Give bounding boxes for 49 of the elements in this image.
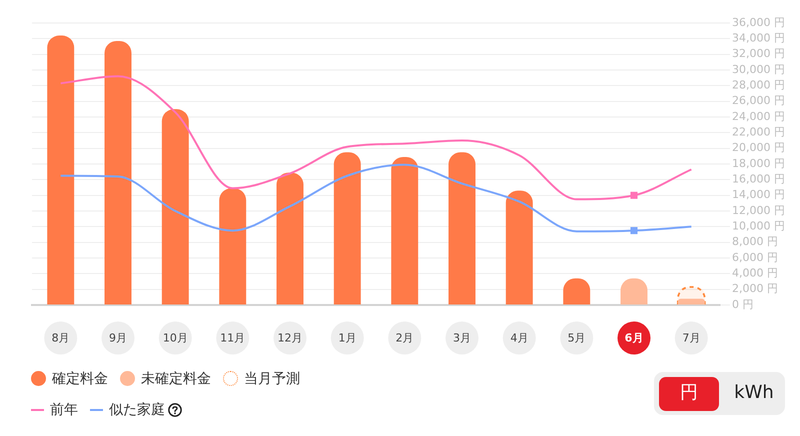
bar [162, 109, 189, 304]
x-tick-label: 8月 [52, 331, 70, 344]
y-tick-label: 32,000 円 [732, 47, 785, 60]
text: 円 [680, 382, 698, 403]
y-tick-label: 34,000 円 [732, 32, 785, 45]
y-tick-label: 14,000 円 [732, 188, 785, 202]
text: kWh [734, 382, 774, 403]
y-tick-label: 6,000 円 [732, 250, 778, 264]
x-tick-label: 11月 [220, 331, 246, 344]
legend-label: 前年 [50, 400, 78, 418]
bar [678, 298, 705, 304]
y-tick-label: 16,000 円 [732, 172, 785, 186]
x-tick-label: 3月 [453, 331, 471, 344]
legend-label: 当月予測 [244, 370, 300, 388]
legend-label: 似た家庭 [109, 400, 165, 418]
y-tick-label: 28,000 円 [732, 78, 785, 92]
x-tick-label: 6月 [624, 331, 644, 344]
x-tick-label: 9月 [109, 331, 127, 344]
y-tick-label: 24,000 円 [732, 110, 785, 123]
line-series [60, 75, 692, 200]
bar [219, 188, 246, 304]
y-tick-label: 8,000 円 [732, 235, 778, 248]
x-tick-label: 12月 [278, 331, 302, 344]
x-tick-label: 1月 [338, 331, 356, 344]
x-tick-label: 5月 [568, 331, 586, 344]
y-tick-label: 4,000 円 [732, 266, 778, 280]
y-tick-label: 10,000 円 [732, 220, 785, 233]
y-tick-label: 22,000 円 [732, 126, 785, 139]
y-tick-label: 26,000 円 [732, 94, 785, 108]
x-tick-label: 2月 [396, 331, 414, 344]
y-tick-label: 12,000 円 [732, 204, 785, 217]
bar [276, 172, 304, 304]
x-tick-label: 4月 [510, 331, 528, 344]
y-tick-label: 0 円 [732, 298, 754, 311]
y-tick-label: 18,000 円 [732, 156, 785, 170]
y-tick-label: 2,000 円 [732, 282, 778, 296]
bar [506, 190, 533, 304]
bar [448, 152, 476, 304]
legend-label: 未確定料金 [141, 370, 211, 388]
x-tick-label: 10月 [162, 331, 188, 344]
bar [104, 41, 132, 304]
bar [47, 36, 74, 304]
y-tick-label: 30,000 円 [732, 62, 785, 76]
y-tick-label: 20,000 円 [732, 141, 785, 154]
bar [334, 152, 361, 304]
bar [391, 156, 418, 304]
x-tick-label: 7月 [682, 331, 700, 344]
y-tick-label: 36,000 円 [732, 16, 785, 29]
legend-label: 確定料金 [52, 370, 108, 388]
